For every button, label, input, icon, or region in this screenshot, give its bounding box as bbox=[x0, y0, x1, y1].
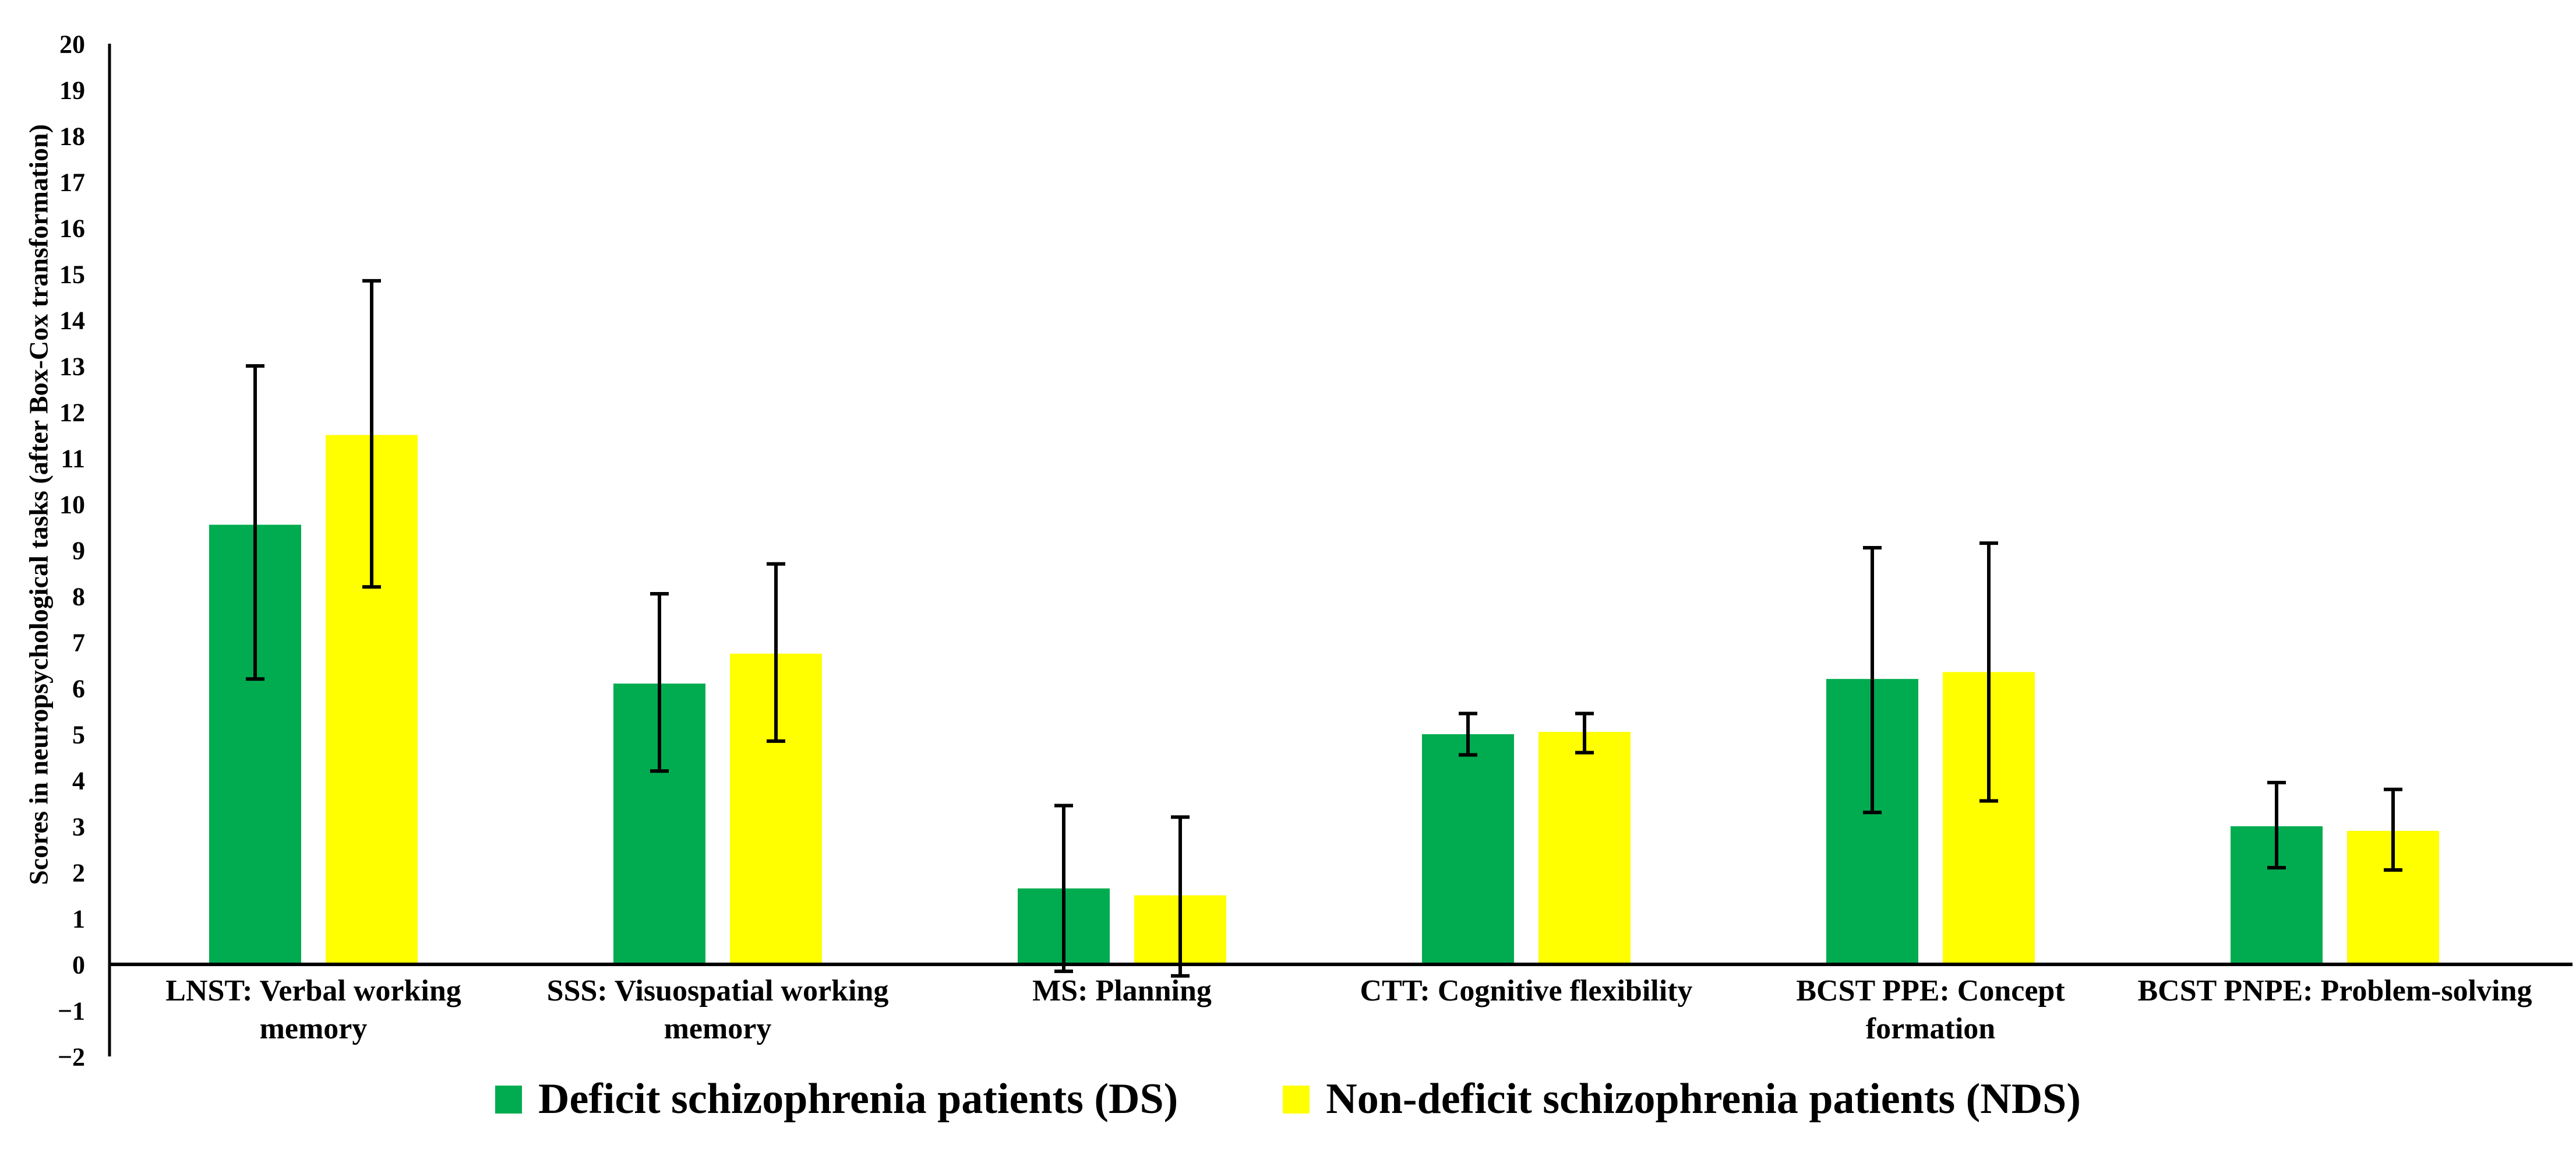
y-tick-label: −2 bbox=[58, 1042, 85, 1071]
y-tick-label: 1 bbox=[72, 904, 85, 933]
y-tick-label: 6 bbox=[72, 674, 85, 703]
y-tick-label: 19 bbox=[59, 76, 85, 104]
category-label-0: LNST: Verbal working memory bbox=[165, 974, 461, 1045]
category-label-5: BCST PNPE: Problem-solving bbox=[2137, 974, 2532, 1007]
legend-label-nds: Non-deficit schizophrenia patients (NDS) bbox=[1326, 1075, 2081, 1123]
legend: Deficit schizophrenia patients (DS) Non-… bbox=[0, 1075, 2576, 1124]
legend-label-ds: Deficit schizophrenia patients (DS) bbox=[538, 1075, 1178, 1123]
category-label-3: CTT: Cognitive flexibility bbox=[1360, 974, 1693, 1007]
y-tick-label: 20 bbox=[59, 30, 85, 58]
category-label-4: BCST PPE: Concept formation bbox=[1796, 974, 2065, 1045]
bar-ds-3 bbox=[1422, 734, 1514, 964]
y-tick-label: 12 bbox=[59, 398, 85, 427]
y-tick-label: 0 bbox=[72, 950, 85, 979]
bar-nds-3 bbox=[1538, 732, 1631, 964]
y-tick-label: 18 bbox=[59, 122, 85, 150]
y-tick-label: 5 bbox=[72, 720, 85, 749]
y-tick-label: 11 bbox=[61, 444, 85, 473]
legend-swatch-nds-icon bbox=[1283, 1085, 1310, 1114]
category-label-1: SSS: Visuospatial working memory bbox=[546, 974, 889, 1045]
y-tick-label: 2 bbox=[72, 858, 85, 887]
y-tick-label: 17 bbox=[59, 168, 85, 196]
legend-item-nds: Non-deficit schizophrenia patients (NDS) bbox=[1283, 1075, 2081, 1124]
y-tick-label: 14 bbox=[59, 306, 85, 334]
y-tick-label: 3 bbox=[72, 812, 85, 841]
legend-item-ds: Deficit schizophrenia patients (DS) bbox=[495, 1075, 1178, 1124]
y-tick-label: −1 bbox=[58, 996, 85, 1025]
y-tick-label: 15 bbox=[59, 260, 85, 288]
y-tick-label: 9 bbox=[72, 536, 85, 565]
category-label-2: MS: Planning bbox=[1032, 974, 1212, 1007]
y-tick-label: 16 bbox=[59, 214, 85, 242]
y-tick-label: 13 bbox=[59, 352, 85, 381]
legend-swatch-ds-icon bbox=[495, 1085, 522, 1114]
y-tick-label: 4 bbox=[72, 766, 85, 795]
y-tick-label: 7 bbox=[72, 628, 85, 657]
y-tick-label: 8 bbox=[72, 582, 85, 611]
y-tick-label: 10 bbox=[59, 490, 85, 519]
